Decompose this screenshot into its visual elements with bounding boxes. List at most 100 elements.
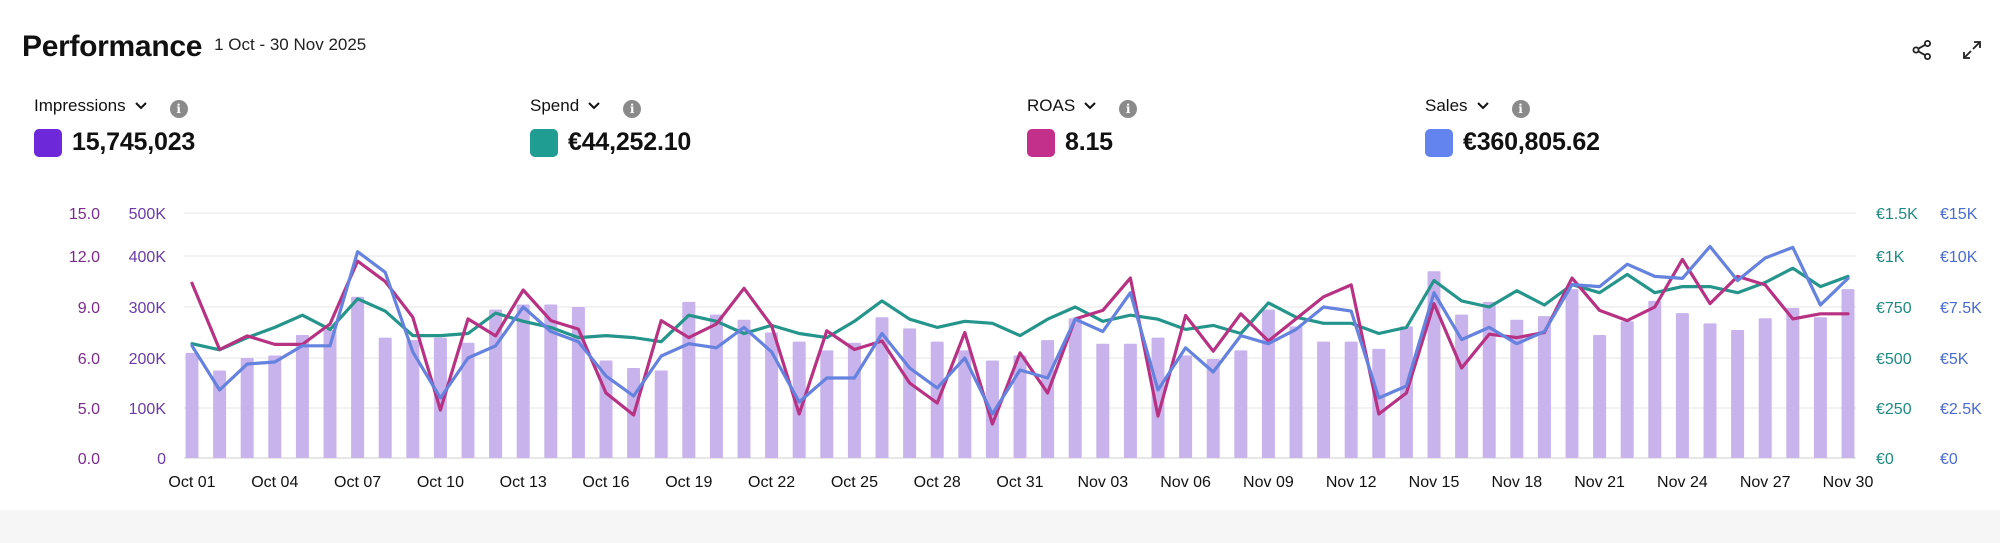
impressions-bar (1013, 355, 1027, 458)
impressions-bar (295, 335, 309, 458)
y-tick-label-spend: €500 (1876, 351, 1912, 368)
x-tick-label: Oct 01 (168, 474, 215, 491)
impressions-bar (378, 337, 392, 458)
impressions-bar (1731, 329, 1745, 458)
y-tick-label-spend: €1K (1876, 249, 1905, 266)
performance-chart: 0.0 0 €0 €0 5.0 100K €250 €2.5K 6.0 200K €500 €5K 9.… (69, 206, 1982, 491)
impressions-bar (1455, 314, 1469, 458)
impressions-bar (461, 342, 475, 458)
impressions-bar (1234, 350, 1248, 458)
y-tick-label-impressions: 300K (129, 300, 167, 317)
y-tick-label-roas: 6.0 (78, 351, 100, 368)
x-tick-label: Oct 04 (251, 474, 298, 491)
info-icon[interactable]: i (169, 100, 188, 118)
impressions-bar (820, 350, 834, 458)
metric-value: 8.15 (1065, 128, 1113, 156)
x-tick-label: Nov 06 (1160, 474, 1211, 491)
date-range: 1 Oct - 30 Nov 2025 (214, 35, 367, 54)
impressions-bar (240, 358, 254, 458)
x-tick-label: Nov 12 (1326, 474, 1377, 491)
impressions-bar (765, 332, 779, 458)
metric-label: Sales (1425, 96, 1468, 115)
chevron-down-icon (587, 101, 601, 111)
impressions-bar (1593, 335, 1607, 458)
info-icon[interactable]: i (623, 100, 642, 118)
metric-selector-spend[interactable]: Spend i (530, 96, 691, 118)
impressions-bar (709, 314, 723, 458)
impressions-bar (1841, 289, 1855, 458)
impressions-bar (1703, 323, 1717, 458)
impressions-bar (1041, 340, 1055, 458)
spend-color-swatch (530, 128, 558, 157)
x-tick-label: Oct 31 (996, 474, 1043, 491)
page-title: Performance (22, 30, 203, 63)
y-tick-label-impressions: 100K (129, 401, 167, 418)
x-tick-label: Nov 27 (1740, 474, 1791, 491)
chevron-down-icon (1476, 101, 1490, 111)
impressions-bar (1675, 313, 1689, 458)
impressions-bar (1096, 343, 1110, 458)
expand-icon (1963, 41, 1981, 59)
impressions-bar (737, 319, 751, 458)
y-tick-label-roas: 5.0 (78, 401, 100, 418)
x-tick-label: Nov 09 (1243, 474, 1294, 491)
chevron-down-icon (1083, 101, 1097, 111)
impressions-bar (847, 342, 861, 458)
impressions-bar (268, 355, 282, 458)
impressions-bar (682, 301, 696, 458)
impressions-bar (406, 340, 420, 458)
impressions-bar (351, 296, 365, 458)
performance-card: Performance 1 Oct - 30 Nov 2025 Impressi… (22, 30, 1986, 491)
roas-series-line (190, 257, 1850, 426)
x-tick-label: Nov 03 (1077, 474, 1128, 491)
y-tick-label-impressions: 400K (129, 249, 167, 266)
y-tick-label-sales: €15K (1940, 206, 1978, 223)
chevron-down-icon (134, 101, 148, 111)
impressions-bar (185, 352, 199, 458)
metric-label: Spend (530, 96, 580, 115)
expand-button[interactable] (1958, 36, 1986, 64)
x-tick-label: Oct 25 (831, 474, 878, 491)
impressions-bar (1179, 355, 1193, 458)
share-button[interactable] (1908, 36, 1936, 64)
y-tick-label-roas: 9.0 (78, 300, 100, 317)
impressions-bar (544, 304, 558, 458)
impressions-bar (323, 329, 337, 458)
impressions-bar (1344, 341, 1358, 458)
y-tick-label-spend: €1.5K (1876, 206, 1918, 223)
impressions-bar (875, 317, 889, 458)
info-icon[interactable]: i (1511, 100, 1530, 118)
y-tick-label-impressions: 200K (129, 351, 167, 368)
card-footer-strip (0, 510, 2000, 543)
metric-roas: ROAS i 8.15 (1027, 96, 1138, 157)
impressions-bar (958, 350, 972, 458)
impressions-bar (1758, 318, 1772, 458)
impressions-bar (985, 360, 999, 458)
metric-sales: Sales i €360,805.62 (1425, 96, 1600, 157)
impressions-bar (516, 304, 530, 458)
y-tick-label-sales: €10K (1940, 249, 1978, 266)
impressions-bar (1289, 326, 1303, 458)
metric-selector-roas[interactable]: ROAS i (1027, 96, 1138, 118)
metric-selector-sales[interactable]: Sales i (1425, 96, 1600, 118)
metric-selector-impressions[interactable]: Impressions i (34, 96, 195, 118)
impressions-color-swatch (34, 128, 62, 157)
share-icon (1912, 40, 1931, 60)
info-icon[interactable]: i (1119, 100, 1138, 118)
x-tick-label: Oct 16 (582, 474, 629, 491)
x-tick-label: Oct 19 (665, 474, 712, 491)
impressions-bar (1510, 319, 1524, 458)
impressions-bar (654, 370, 668, 458)
impressions-bar (213, 370, 227, 458)
impressions-bar (1537, 316, 1551, 458)
metric-value: €360,805.62 (1463, 128, 1600, 156)
impressions-bar (1068, 318, 1082, 458)
impressions-bar (1261, 309, 1275, 458)
card-toolbar (1908, 36, 1986, 64)
metric-label: Impressions (34, 96, 126, 115)
y-tick-label-roas: 15.0 (69, 206, 100, 223)
y-tick-label-sales: €2.5K (1940, 401, 1982, 418)
x-tick-label: Oct 10 (417, 474, 464, 491)
x-tick-label: Nov 15 (1409, 474, 1460, 491)
metric-impressions: Impressions i 15,745,023 (34, 96, 195, 157)
